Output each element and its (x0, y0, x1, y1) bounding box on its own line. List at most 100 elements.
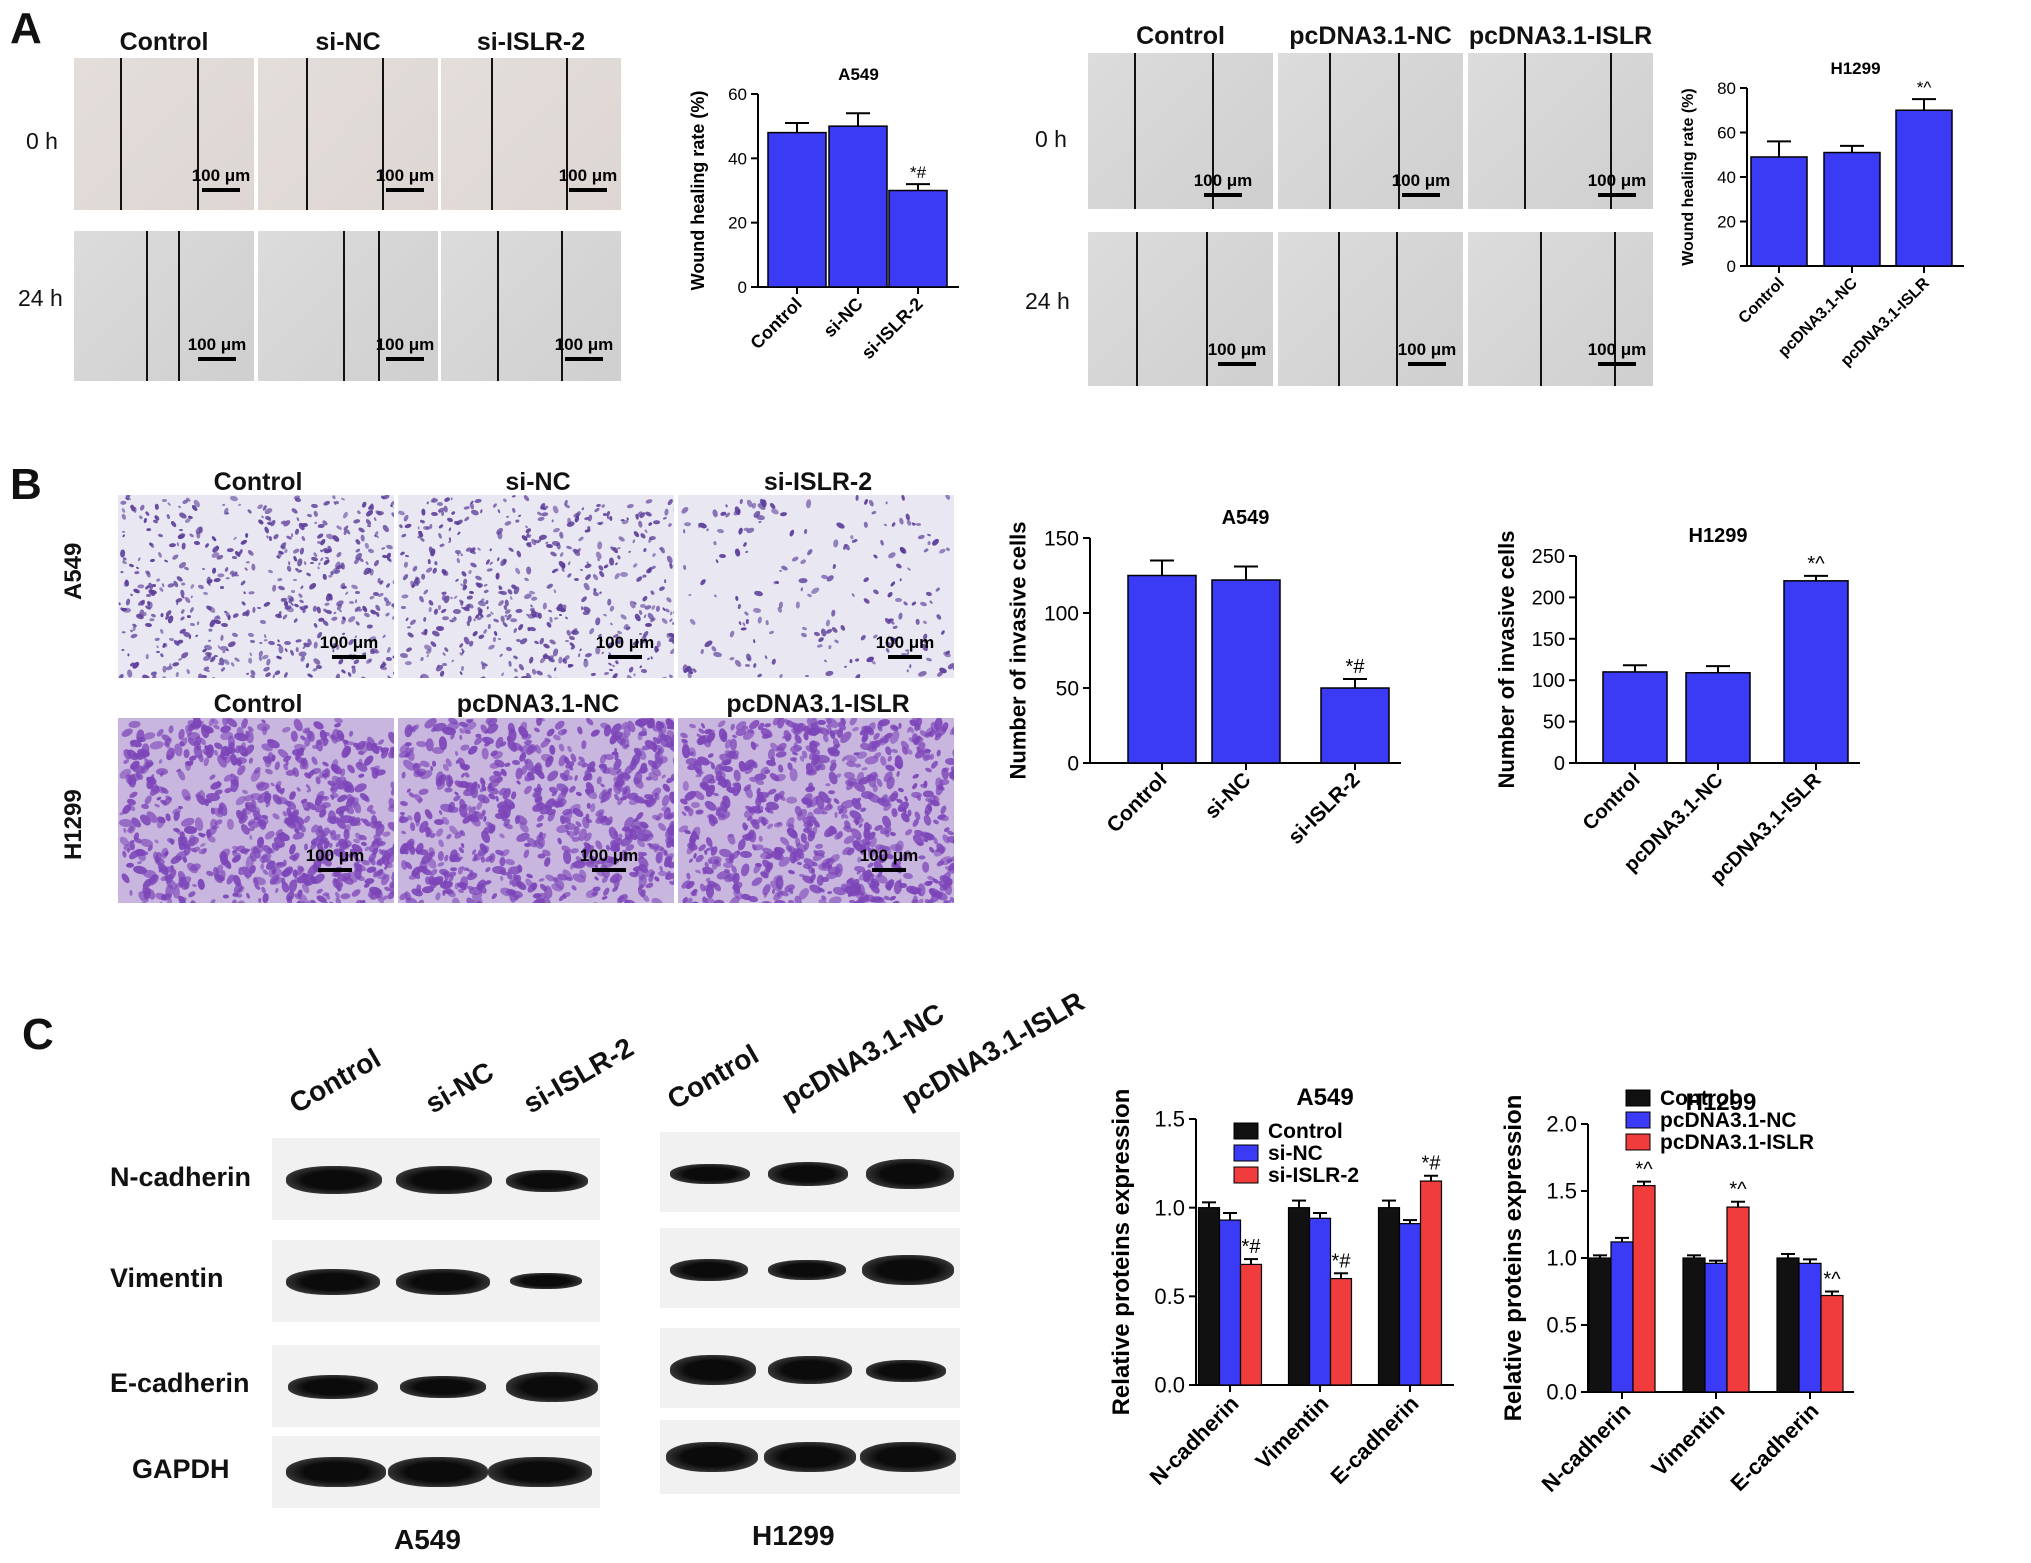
x-tick-label: si-ISLR-2 (1284, 768, 1365, 849)
bar (1682, 1257, 1706, 1393)
y-tick-label: 0.5 (1546, 1313, 1577, 1338)
legend-label: si-ISLR-2 (1268, 1164, 1359, 1187)
scale-bar: 100 μm (318, 633, 380, 659)
legend-label: Control (1268, 1120, 1343, 1143)
scale-bar: 100 μm (557, 166, 619, 192)
x-tick-label: Vimentin (1250, 1391, 1333, 1474)
chart-title: A549 (1222, 507, 1270, 529)
y-tick-label: 0 (1727, 257, 1736, 276)
col-header-pcdna-islr: pcDNA3.1-ISLR (1468, 22, 1653, 50)
chart-title: A549 (838, 65, 879, 84)
y-tick-label: 0 (1067, 752, 1079, 775)
significance-mark: *^ (1823, 1269, 1841, 1291)
col-header-si-nc: si-NC (315, 28, 381, 56)
col-header-si-islr-2: si-ISLR-2 (763, 468, 873, 496)
panel-label-b: B (10, 460, 42, 509)
legend-swatch (1625, 1133, 1651, 1151)
x-tick-label: Control (746, 294, 805, 353)
wound-image: 100 μm (1088, 53, 1273, 209)
y-tick-label: 200 (1532, 587, 1565, 609)
y-tick-label: 100 (1044, 602, 1079, 625)
scale-bar: 100 μm (1586, 171, 1648, 197)
legend-swatch (1625, 1089, 1651, 1107)
bar (767, 131, 827, 288)
bar (1320, 687, 1390, 764)
x-tick-label: N-cadherin (1537, 1398, 1636, 1497)
scale-bar: 100 μm (553, 335, 615, 361)
bar (1632, 1185, 1656, 1393)
y-tick-label: 1.5 (1154, 1107, 1185, 1132)
panel-label-a: A (10, 4, 42, 53)
y-tick-label: 20 (728, 214, 747, 233)
significance-mark: *# (1242, 1236, 1262, 1258)
y-axis-label: Number of invasive cells (1494, 531, 1519, 789)
y-tick-label: 50 (1543, 712, 1565, 734)
wound-image: 100 μm (1088, 232, 1273, 386)
x-tick-label: si-NC (819, 294, 866, 341)
wound-image: 100 μm (1468, 53, 1653, 209)
western-blot-band-strip (272, 1240, 600, 1322)
x-tick-label: Control (1736, 275, 1788, 327)
transwell-image: 100 μm (118, 495, 394, 678)
legend-swatch (1625, 1111, 1651, 1129)
col-header-control: Control (119, 28, 209, 56)
legend-swatch (1233, 1166, 1259, 1184)
wound-image: 100 μm (1278, 53, 1463, 209)
y-tick-label: 0 (738, 278, 747, 297)
bar (1685, 671, 1751, 764)
bar (1798, 1262, 1822, 1393)
protein-label-gapdh: GAPDH (132, 1454, 230, 1484)
transwell-image: 100 μm (678, 718, 954, 903)
col-header-control: Control (1136, 22, 1225, 50)
wound-image: 100 μm (74, 58, 254, 210)
bar (1211, 579, 1281, 764)
chart-title: A549 (1296, 1084, 1353, 1111)
wound-image: 100 μm (258, 58, 438, 210)
wound-image: 100 μm (258, 231, 438, 381)
col-header-control: Control (213, 468, 303, 496)
bar (1218, 1219, 1242, 1386)
y-tick-label: 1.5 (1546, 1179, 1577, 1204)
scale-bar: 100 μm (304, 846, 366, 872)
western-blot-band-strip (272, 1138, 600, 1220)
scale-bar: 100 μm (374, 335, 436, 361)
y-tick-label: 0.0 (1546, 1380, 1577, 1405)
scale-bar: 100 μm (874, 633, 936, 659)
col-header-control: Control (213, 690, 303, 718)
y-tick-label: 0 (1554, 753, 1565, 775)
chart-title: H1299 (1830, 59, 1880, 78)
y-tick-label: 60 (728, 85, 747, 104)
transwell-image: 100 μm (678, 495, 954, 678)
significance-mark: *# (1346, 656, 1366, 678)
legend-label: pcDNA3.1-ISLR (1660, 1131, 1814, 1154)
bar (1287, 1207, 1311, 1386)
y-axis-label: Wound healing rate (%) (1680, 88, 1697, 265)
y-axis-label: Number of invasive cells (1005, 522, 1030, 780)
bar (1704, 1262, 1728, 1393)
transwell-image: 100 μm (398, 495, 674, 678)
legend-label: pcDNA3.1-NC (1660, 1109, 1797, 1132)
scale-bar: 100 μm (594, 633, 656, 659)
y-tick-label: 60 (1717, 123, 1736, 142)
row-label-0h: 0 h (1035, 126, 1067, 152)
bar (1377, 1207, 1401, 1386)
significance-mark: *# (1422, 1153, 1442, 1175)
y-tick-label: 0.5 (1154, 1284, 1185, 1309)
y-tick-label: 1.0 (1154, 1195, 1185, 1220)
legend-swatch (1233, 1122, 1259, 1140)
y-tick-label: 50 (1056, 677, 1079, 700)
transwell-image: 100 μm (118, 718, 394, 903)
x-tick-label: Control (1102, 768, 1171, 837)
bar (1750, 156, 1808, 267)
wound-image: 100 μm (441, 231, 621, 381)
bar (1726, 1206, 1750, 1393)
row-label-24h: 24 h (1025, 288, 1070, 314)
y-axis-label: Relative proteins expression (1500, 1095, 1527, 1422)
scale-bar: 100 μm (1396, 340, 1458, 366)
bar (828, 125, 888, 288)
cell-line-label-h1299: H1299 (752, 1520, 835, 1551)
bar (1419, 1180, 1443, 1386)
y-tick-label: 100 (1532, 670, 1565, 692)
bar (1820, 1294, 1844, 1393)
